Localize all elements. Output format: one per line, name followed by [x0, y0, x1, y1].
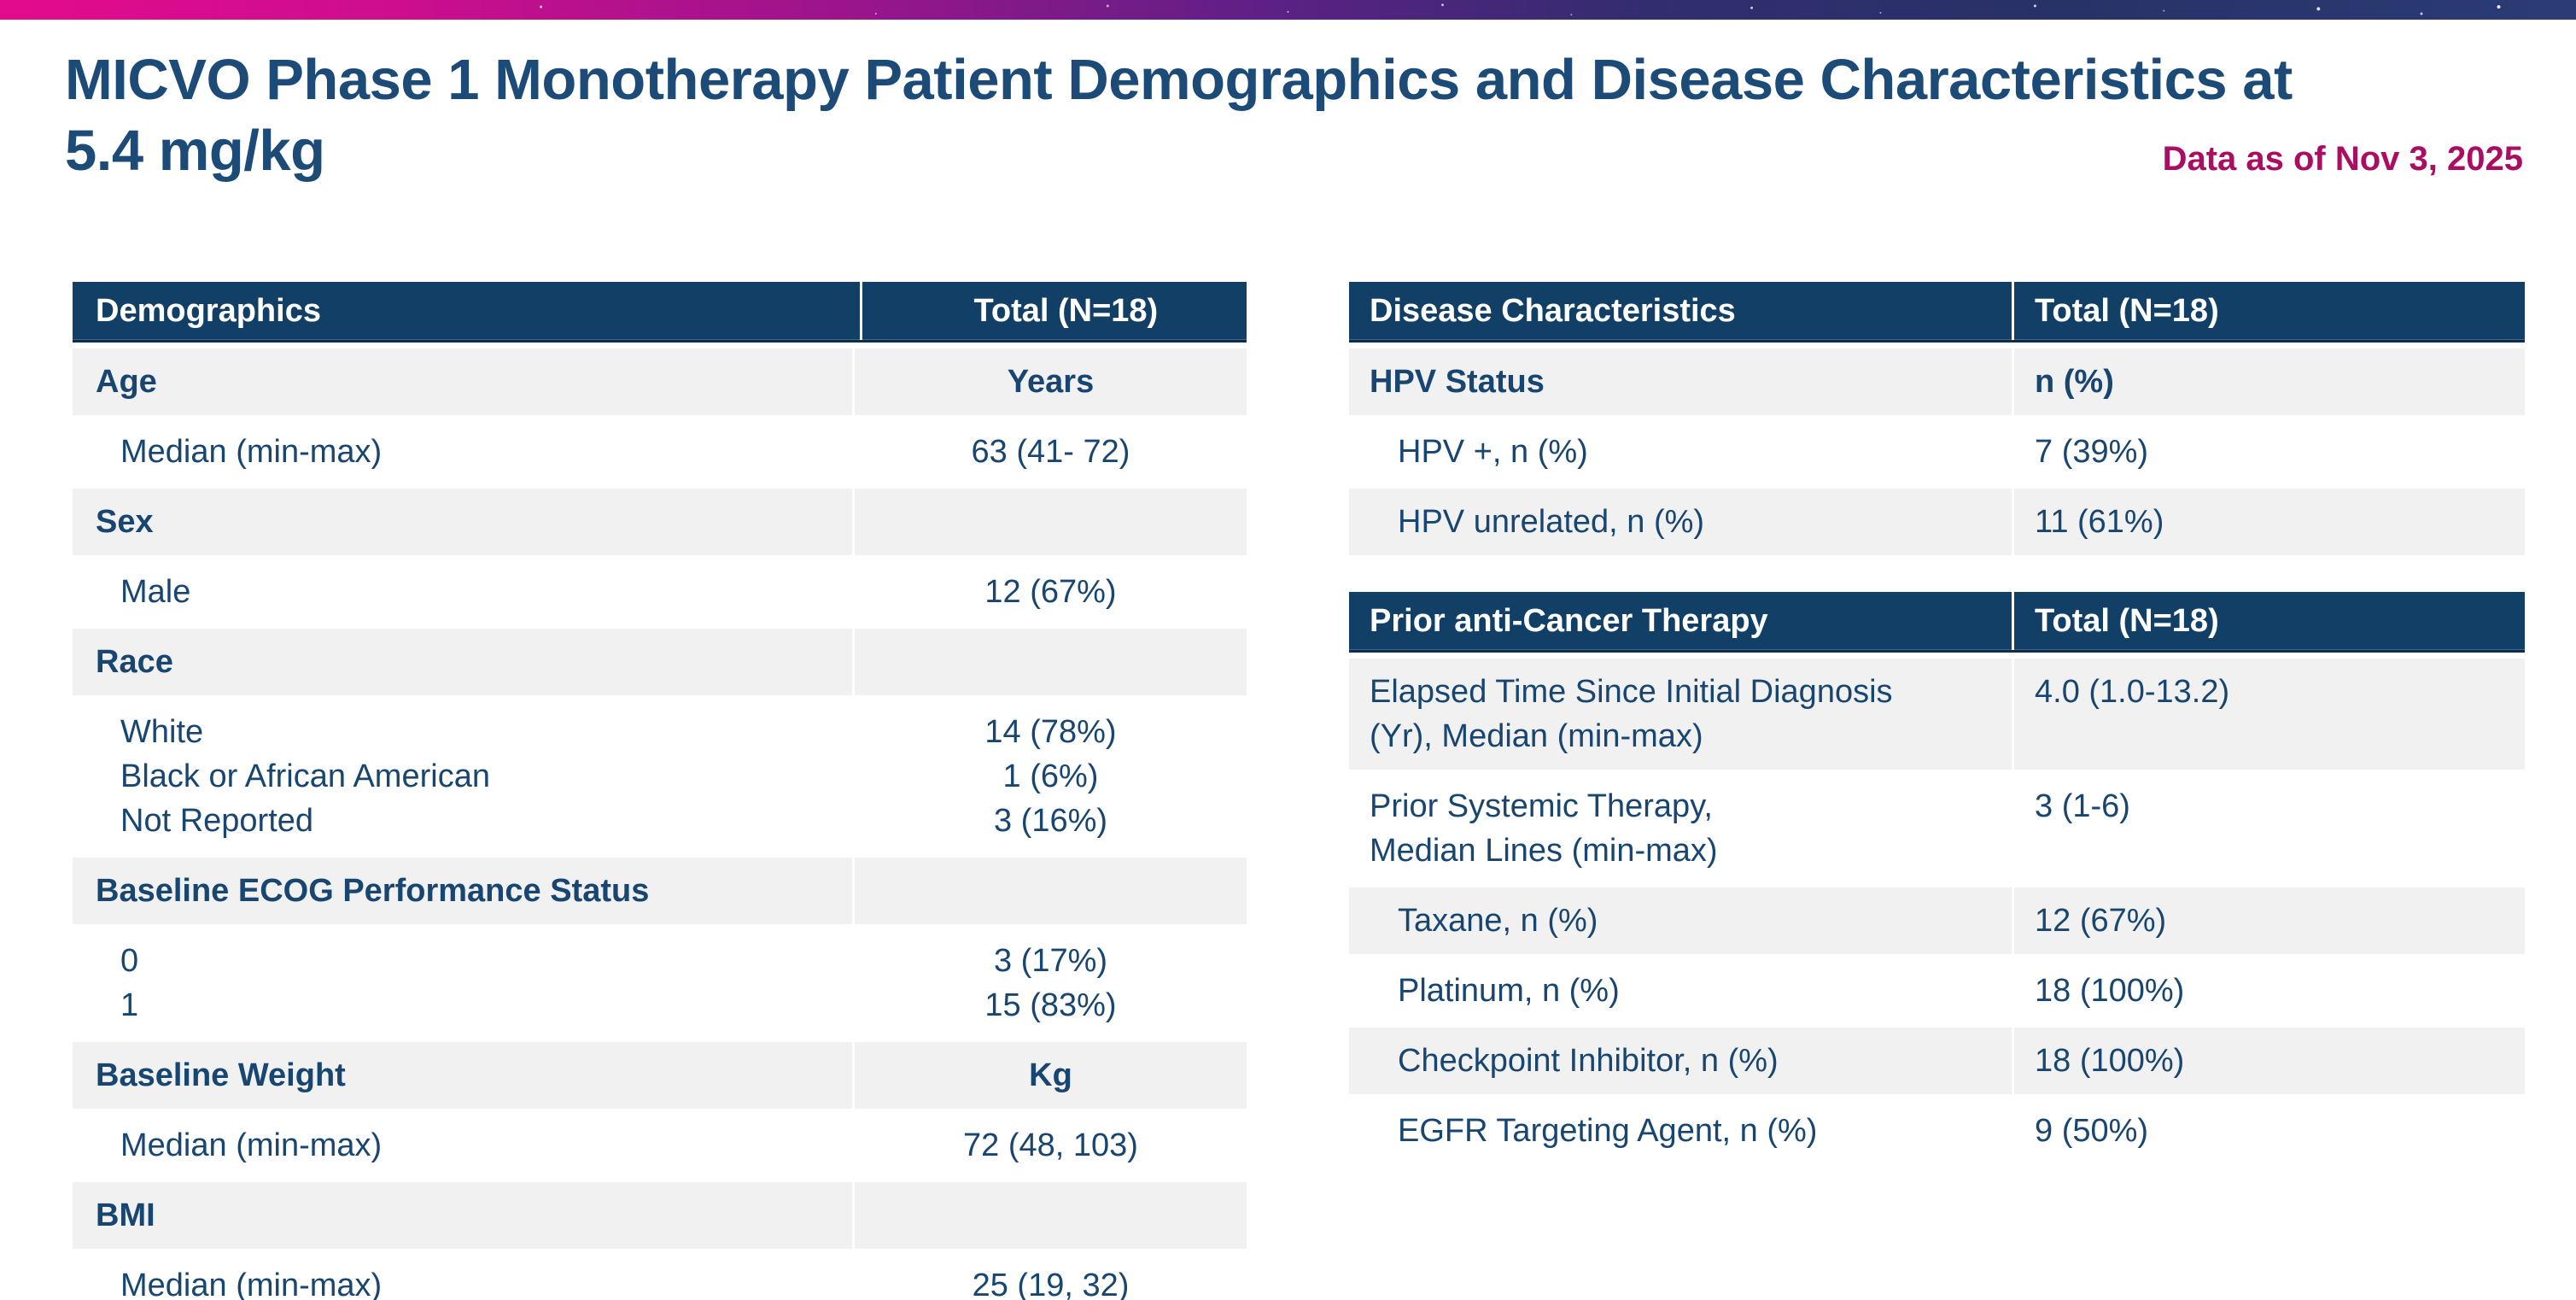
- table-row: Prior Systemic Therapy, Median Lines (mi…: [1349, 773, 2525, 884]
- table-row: Male 12 (67%): [73, 559, 1247, 625]
- table-row: Baseline ECOG Performance Status: [73, 858, 1247, 924]
- table-row: Median (min-max) 72 (48, 103): [73, 1112, 1247, 1179]
- table-row: 0 3 (17%) 1 15 (83%): [73, 928, 1247, 1039]
- page-title-line2: 5.4 mg/kg: [65, 119, 325, 183]
- table-row: Age Years: [73, 348, 1247, 415]
- column-header: Total (N=18): [2012, 592, 2525, 650]
- table-row: Median (min-max) 25 (19, 32): [73, 1252, 1247, 1300]
- prior-therapy-table-header: Prior anti-Cancer Therapy Total (N=18): [1349, 592, 2525, 653]
- page-title: MICVO Phase 1 Monotherapy Patient Demogr…: [65, 44, 2541, 186]
- table-row: HPV Status n (%): [1349, 348, 2525, 415]
- table-row: HPV unrelated, n (%) 11 (61%): [1349, 489, 2525, 555]
- column-header: Disease Characteristics: [1370, 293, 1736, 329]
- table-row: Checkpoint Inhibitor, n (%) 18 (100%): [1349, 1028, 2525, 1094]
- column-header: Demographics: [96, 293, 321, 329]
- column-header: Prior anti-Cancer Therapy: [1370, 603, 1768, 639]
- column-header: Total (N=18): [2012, 282, 2525, 340]
- column-header: Total (N=18): [859, 282, 1247, 340]
- table-row: Sex: [73, 489, 1247, 555]
- page-title-line1: MICVO Phase 1 Monotherapy Patient Demogr…: [65, 48, 2293, 112]
- disease-table-header: Disease Characteristics Total (N=18): [1349, 282, 2525, 343]
- table-row: White 14 (78%) Black or African American…: [73, 699, 1247, 854]
- table-row: Race: [73, 629, 1247, 695]
- table-row: Baseline Weight Kg: [73, 1042, 1247, 1109]
- demographics-table-header: Demographics Total (N=18): [73, 282, 1247, 343]
- demographics-table: Demographics Total (N=18) Age Years Medi…: [73, 282, 1247, 1300]
- table-row: BMI: [73, 1182, 1247, 1249]
- table-row: HPV +, n (%) 7 (39%): [1349, 419, 2525, 485]
- table-row: Taxane, n (%) 12 (67%): [1349, 887, 2525, 954]
- disease-characteristics-table: Disease Characteristics Total (N=18) HPV…: [1349, 282, 2525, 559]
- table-row: Platinum, n (%) 18 (100%): [1349, 957, 2525, 1024]
- table-row: EGFR Targeting Agent, n (%) 9 (50%): [1349, 1098, 2525, 1164]
- prior-therapy-table: Prior anti-Cancer Therapy Total (N=18) E…: [1349, 592, 2525, 1168]
- table-row: Elapsed Time Since Initial Diagnosis (Yr…: [1349, 659, 2525, 770]
- decorative-gradient-starfield-bar: [0, 0, 2576, 20]
- data-as-of-label: Data as of Nov 3, 2025: [2162, 140, 2523, 178]
- table-row: Median (min-max) 63 (41- 72): [73, 419, 1247, 485]
